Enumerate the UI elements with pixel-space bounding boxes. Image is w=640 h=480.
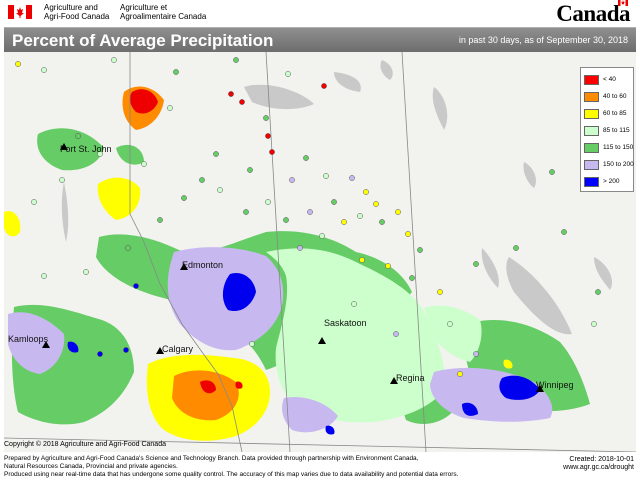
agency-en-line1: Agriculture and: [44, 3, 98, 12]
prepared-line1: Prepared by Agriculture and Agri-Food Ca…: [4, 455, 419, 462]
city-label-fort-st-john: Fort St. John: [60, 144, 112, 154]
legend-swatch: [584, 108, 599, 119]
legend-label: 150 to 200: [603, 161, 634, 168]
map-subtitle: in past 30 days, as of September 30, 201…: [458, 35, 628, 45]
canada-flag-icon: [8, 5, 32, 19]
legend-item: 85 to 115: [584, 122, 630, 139]
agency-name-french: Agriculture et Agroalimentaire Canada: [120, 3, 206, 21]
created-date: Created: 2018-10-01: [569, 456, 634, 463]
legend-swatch: [584, 91, 599, 102]
legend-swatch: [584, 176, 599, 187]
copyright-notice: Copyright © 2018 Agriculture and Agri-Fo…: [4, 441, 166, 448]
city-markers: [42, 143, 544, 392]
city-label-saskatoon: Saskatoon: [324, 318, 367, 328]
agency-en-line2: Agri-Food Canada: [44, 12, 110, 21]
title-bar: Percent of Average Precipitation in past…: [4, 27, 636, 52]
legend-swatch: [584, 159, 599, 170]
city-label-edmonton: Edmonton: [182, 260, 224, 270]
city-label-kamloops: Kamloops: [8, 334, 49, 344]
created-info: Created: 2018-10-01 www.agr.gc.ca/drough…: [563, 456, 634, 472]
legend-item: 115 to 150: [584, 139, 634, 156]
lakes: [61, 60, 613, 335]
legend-item: < 40: [584, 71, 630, 88]
legend-item: 60 to 85: [584, 105, 630, 122]
legend-item: 150 to 200: [584, 156, 634, 173]
city-label-winnipeg: Winnipeg: [536, 380, 574, 390]
province-borders: [4, 52, 636, 452]
map-title: Percent of Average Precipitation: [12, 31, 274, 50]
map-canvas: [4, 52, 636, 452]
legend: < 40 40 to 60 60 to 85 85 to 115 115 to …: [580, 67, 634, 192]
city-label-regina: Regina: [396, 373, 425, 383]
legend-label: < 40: [603, 76, 616, 83]
legend-item: 40 to 60: [584, 88, 630, 105]
station-points: [15, 57, 601, 377]
legend-label: 115 to 150: [603, 144, 634, 151]
precipitation-map: Fort St. John Edmonton Saskatoon Kamloop…: [4, 52, 636, 452]
legend-label: 60 to 85: [603, 110, 627, 117]
disclaimer-note: Produced using near real-time data that …: [4, 471, 459, 478]
legend-swatch: [584, 74, 599, 85]
legend-label: > 200: [603, 178, 620, 185]
legend-label: 85 to 115: [603, 127, 630, 134]
legend-item: > 200: [584, 173, 630, 190]
city-label-calgary: Calgary: [162, 344, 194, 354]
legend-swatch: [584, 142, 599, 153]
wordmark-flag-icon: [618, 0, 628, 6]
precip-zones: [4, 86, 590, 441]
drought-url[interactable]: www.agr.gc.ca/drought: [563, 464, 634, 471]
prepared-line2: Natural Resources Canada, Provincial and…: [4, 462, 178, 470]
legend-swatch: [584, 125, 599, 136]
agency-name-english: Agriculture and Agri-Food Canada: [44, 3, 109, 21]
legend-label: 40 to 60: [603, 93, 627, 100]
agency-fr-line2: Agroalimentaire Canada: [120, 12, 207, 21]
prepared-by-note: Prepared by Agriculture and Agri-Food Ca…: [4, 455, 504, 470]
agency-fr-line1: Agriculture et: [120, 3, 168, 12]
header: Agriculture and Agri-Food Canada Agricul…: [0, 0, 640, 27]
